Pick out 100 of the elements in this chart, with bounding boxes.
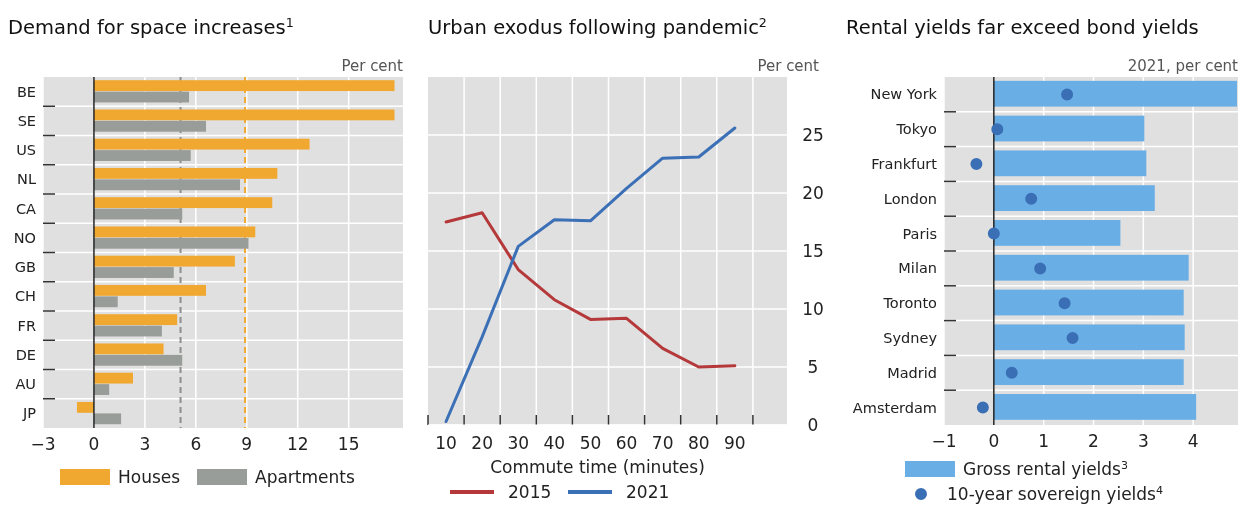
x-tick-label: −1 [931, 431, 957, 451]
x-axis-title: Per cent [341, 57, 404, 75]
y-tick-label: 10 [802, 299, 824, 319]
legend-label: Apartments [255, 467, 355, 487]
x-tick-label: 0 [88, 434, 100, 454]
bar [93, 413, 122, 425]
y-tick-label: BE [16, 83, 36, 100]
bar [993, 220, 1121, 246]
bar [93, 91, 190, 103]
x-tick-label: 30 [507, 433, 530, 453]
point [987, 227, 1000, 240]
legend-label: 2015 [508, 482, 552, 502]
x-tick-label: 20 [471, 433, 493, 453]
y-tick-label: CH [14, 288, 36, 305]
x-tick-label: 15 [337, 434, 360, 454]
x-tick-label: 0 [988, 431, 1000, 451]
bar [93, 150, 191, 161]
y-tick-label: 20 [802, 183, 824, 203]
bar [993, 254, 1189, 281]
y-tick-label: 5 [807, 357, 819, 377]
bar [993, 359, 1184, 386]
y-tick-label: NO [13, 229, 36, 246]
y-tick-label: GB [14, 259, 36, 276]
line-series [444, 211, 737, 369]
chart-title: Urban exodus following pandemic$^{2}$ [428, 14, 767, 39]
x-axis-title: 2021, per cent [1127, 57, 1239, 75]
y-tick-label: FR [17, 317, 36, 334]
y-tick-label: DE [15, 346, 36, 363]
legend-label: 2021 [626, 482, 670, 502]
x-tick-label: 12 [286, 434, 309, 454]
bar [993, 185, 1155, 212]
point [1061, 88, 1074, 101]
y-tick-label: New York [870, 86, 938, 103]
y-tick-label: London [883, 190, 937, 207]
y-tick-label: Tokyo [895, 121, 938, 138]
point [991, 123, 1004, 136]
x-tick-label: 9 [241, 434, 253, 454]
bar [93, 255, 235, 267]
x-tick-label: 6 [190, 434, 202, 454]
x-tick-label: 3 [139, 434, 151, 454]
bar [93, 208, 183, 220]
x-axis-title: Commute time (minutes) [490, 457, 705, 477]
bar [93, 120, 207, 132]
bar [993, 324, 1185, 351]
y-axis-title: Per cent [757, 57, 820, 75]
y-tick-label: Toronto [882, 295, 938, 312]
bar [93, 325, 162, 337]
bar [76, 401, 94, 413]
x-tick-label: 2 [1088, 431, 1099, 451]
point [976, 401, 989, 414]
y-tick-label: NL [17, 171, 36, 188]
y-tick-label: 25 [802, 125, 824, 145]
x-tick-label: 60 [615, 433, 638, 453]
legend-label: Gross rental yields$^{3}$ [963, 458, 1129, 479]
bar [993, 115, 1145, 142]
bar [993, 289, 1184, 316]
bar [93, 179, 240, 191]
y-tick-label: Amsterdam [852, 399, 937, 416]
y-tick-label: Milan [898, 260, 937, 277]
bar [93, 267, 174, 278]
y-tick-label: Sydney [883, 330, 938, 346]
y-tick-label: AU [15, 376, 36, 393]
x-tick-label: 10 [435, 433, 457, 453]
chart-title: Demand for space increases$^{1}$ [8, 14, 294, 39]
x-tick-label: 1 [1038, 431, 1050, 451]
point [1058, 297, 1071, 310]
x-tick-label: 3 [1137, 431, 1149, 451]
x-tick-label: 40 [543, 433, 566, 453]
bar [93, 343, 164, 355]
x-tick-label: −3 [30, 434, 56, 454]
y-tick-label: US [16, 142, 36, 159]
y-tick-label: JP [21, 405, 37, 422]
legend-label: 10-year sovereign yields$^{4}$ [947, 483, 1163, 504]
legend-label: Houses [118, 467, 181, 487]
y-tick-label: 15 [802, 241, 824, 261]
y-tick-label: CA [15, 200, 37, 217]
point [970, 158, 983, 170]
point [1025, 192, 1038, 205]
bar [93, 384, 110, 395]
bar [93, 372, 133, 384]
x-tick-label: 4 [1187, 431, 1199, 451]
chart-title: Rental yields far exceed bond yields [846, 16, 1199, 39]
y-tick-label: Frankfurt [871, 156, 938, 172]
x-tick-label: 90 [724, 433, 746, 453]
y-tick-label: 0 [807, 415, 819, 435]
line-series [444, 126, 737, 424]
x-tick-label: 50 [579, 433, 602, 453]
bar [993, 80, 1237, 107]
x-tick-label: 70 [651, 433, 674, 453]
x-tick-label: 80 [687, 433, 710, 453]
bar [93, 314, 178, 326]
bar [993, 394, 1197, 420]
bar [93, 296, 118, 308]
bar [93, 354, 183, 366]
y-tick-label: Paris [902, 225, 937, 242]
y-tick-label: SE [17, 112, 36, 129]
bar [993, 150, 1147, 177]
point [1066, 332, 1079, 344]
point [1034, 262, 1047, 275]
y-tick-label: Madrid [887, 364, 937, 381]
